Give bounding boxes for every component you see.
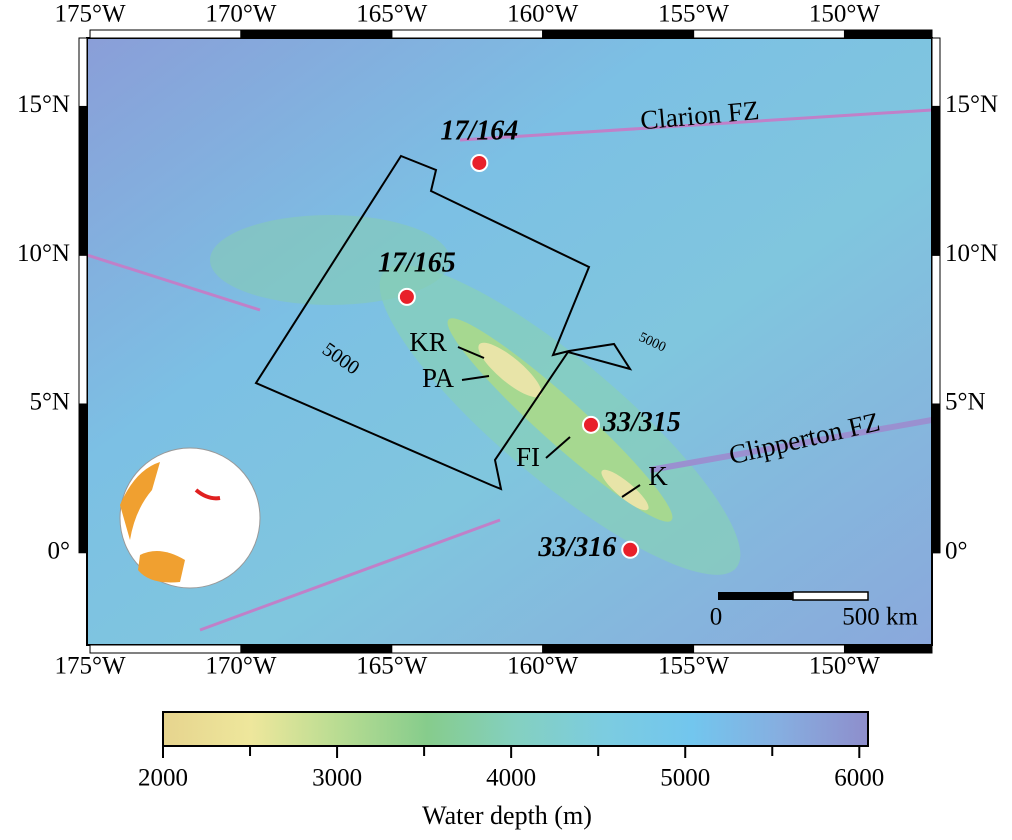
lon-tick-label: 165°W <box>356 1 427 28</box>
frame-bar <box>542 29 695 39</box>
lat-tick-label: 0° <box>945 537 968 564</box>
lon-tick-label: 160°W <box>507 1 578 28</box>
globe-inset <box>119 447 261 589</box>
colorbar-tick-label: 2000 <box>138 765 188 792</box>
frame-bar <box>78 254 88 405</box>
feature-leaders <box>457 346 641 498</box>
lat-tick-label: 5°N <box>945 389 986 416</box>
frame-bar <box>693 29 845 39</box>
colorbar-tick-label: 6000 <box>834 765 884 792</box>
survey-outline <box>254 154 633 491</box>
lat-tick-label: 10°N <box>17 240 70 267</box>
frame-bar <box>931 403 941 554</box>
scale-label: 0 <box>710 604 723 631</box>
site-marker <box>621 540 640 559</box>
frame-bar <box>931 37 941 107</box>
frame-bar <box>931 105 941 256</box>
lat-tick-label: 15°N <box>945 91 998 118</box>
site-label: 33/315 <box>602 407 681 438</box>
colorbar <box>162 711 869 747</box>
lon-tick-label: 155°W <box>658 653 729 680</box>
site-marker <box>470 153 489 172</box>
frame-bar <box>391 29 544 39</box>
site-label: 17/164 <box>440 115 518 146</box>
frame-bar <box>89 29 242 39</box>
site-label: 17/165 <box>378 247 456 278</box>
site-label: 33/316 <box>537 532 616 563</box>
frame-bar <box>78 105 88 256</box>
colorbar-title: Water depth (m) <box>422 801 592 830</box>
lat-tick-label: 10°N <box>945 240 998 267</box>
scale-label: 500 km <box>842 604 918 631</box>
lat-tick-label: 0° <box>48 537 71 564</box>
feature-label: FI <box>516 442 540 472</box>
lon-tick-label: 170°W <box>205 653 276 680</box>
scale-bar <box>718 591 869 601</box>
lon-tick-label: 150°W <box>809 653 880 680</box>
lon-tick-label: 155°W <box>658 1 729 28</box>
frame-bar <box>78 37 88 107</box>
site-marker <box>581 415 600 434</box>
feature-label: KR <box>409 327 447 357</box>
lat-tick-label: 15°N <box>17 91 70 118</box>
lon-tick-label: 150°W <box>809 1 880 28</box>
lon-tick-label: 175°W <box>54 1 125 28</box>
lon-tick-label: 160°W <box>507 653 578 680</box>
frame-bar <box>843 644 933 654</box>
frame-bar <box>843 29 933 39</box>
frame-bars <box>78 29 941 654</box>
colorbar-tick-label: 3000 <box>312 765 362 792</box>
lon-tick-label: 175°W <box>54 653 125 680</box>
lon-tick-label: 165°W <box>356 653 427 680</box>
site-marker <box>397 287 416 306</box>
feature-label: K <box>648 461 668 491</box>
lon-tick-label: 170°W <box>205 1 276 28</box>
colorbar-tick-label: 4000 <box>486 765 536 792</box>
lat-tick-label: 5°N <box>29 389 70 416</box>
frame-bar <box>78 403 88 554</box>
frame-bar <box>931 254 941 405</box>
frame-bar <box>240 29 393 39</box>
colorbar-tick-label: 5000 <box>660 765 710 792</box>
feature-label: PA <box>422 363 455 393</box>
